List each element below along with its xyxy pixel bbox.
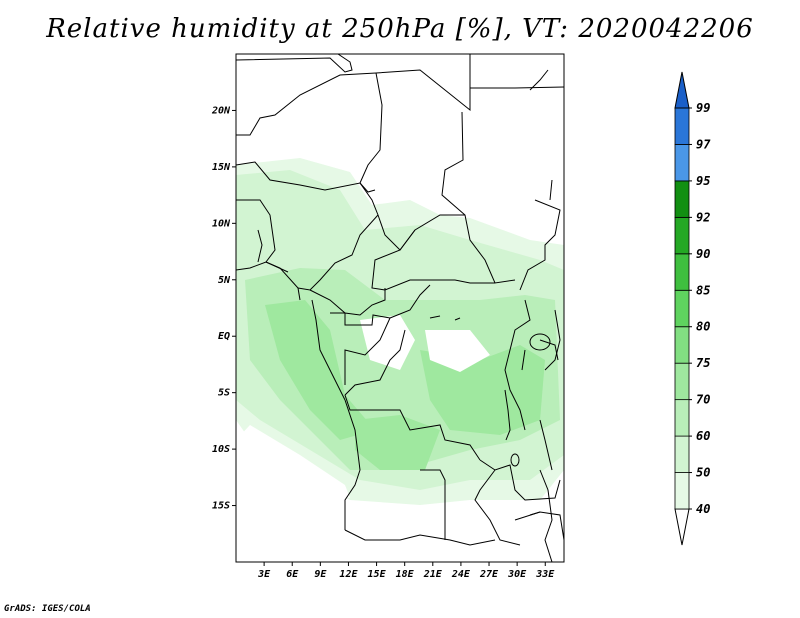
- colorbar-segment: [674, 326, 690, 364]
- latitude-axis: 20N 15N 10N 5N EQ 5S 10S 15S: [211, 105, 236, 512]
- grads-credit: GrADS: IGES/COLA: [4, 604, 91, 614]
- colorbar-label: 90: [696, 247, 710, 261]
- colorbar-segment: [674, 107, 690, 145]
- lat-tick-label: 15S: [212, 501, 230, 512]
- lon-tick-label: 27E: [479, 569, 499, 580]
- plot-title: Relative humidity at 250hPa [%], VT: 202…: [46, 14, 754, 44]
- lon-tick-label: 24E: [451, 569, 471, 580]
- colorbar-bottom-arrow: [674, 508, 690, 546]
- lon-tick-label: 15E: [368, 569, 387, 580]
- lon-tick-label: 3E: [257, 569, 271, 580]
- lon-tick-label: 21E: [423, 569, 443, 580]
- lon-tick-label: 12E: [339, 569, 358, 580]
- lat-tick-label: 5N: [218, 275, 231, 286]
- lat-tick-label: 15N: [212, 162, 231, 173]
- colorbar-label: 95: [696, 174, 710, 188]
- humidity-shading: [236, 158, 564, 505]
- colorbar-label: 40: [696, 502, 710, 516]
- lat-tick-label: 5S: [218, 388, 230, 399]
- colorbar-label: 70: [696, 393, 710, 407]
- colorbar-segment: [674, 216, 690, 255]
- map-frame: [235, 53, 565, 563]
- colorbar-segment: [674, 362, 690, 401]
- colorbar-segment: [674, 399, 690, 437]
- colorbar-top-arrow: [674, 71, 690, 109]
- colorbar-label: 92: [696, 210, 710, 224]
- lat-tick-label: 10N: [212, 218, 231, 229]
- colorbar: 40 50 60 70 75 80 85 90 92 95 97 99: [674, 71, 711, 546]
- map-borders: [236, 54, 564, 562]
- colorbar-label: 97: [696, 137, 711, 151]
- lon-tick-label: 6E: [286, 569, 299, 580]
- colorbar-label: 80: [696, 320, 710, 334]
- lat-tick-label: 10S: [212, 444, 230, 455]
- colorbar-segment: [674, 435, 690, 473]
- colorbar-segment: [674, 472, 690, 510]
- lat-tick-label: 20N: [211, 105, 231, 116]
- lon-tick-label: 18E: [396, 569, 415, 580]
- colorbar-label: 85: [696, 283, 710, 297]
- colorbar-segment: [674, 144, 690, 182]
- colorbar-label: 75: [696, 356, 710, 370]
- longitude-axis: 3E 6E 9E 12E 15E 18E 21E 24E 27E 30E 33E: [257, 562, 555, 580]
- lon-tick-label: 30E: [507, 569, 527, 580]
- colorbar-label: 99: [696, 101, 710, 115]
- colorbar-label: 50: [696, 466, 710, 480]
- colorbar-label: 60: [696, 429, 710, 443]
- colorbar-segment: [674, 253, 690, 291]
- lakes: [429, 315, 551, 516]
- lat-tick-label: EQ: [218, 331, 230, 342]
- colorbar-segment: [674, 180, 690, 218]
- lon-tick-label: 9E: [314, 569, 327, 580]
- lon-tick-label: 33E: [535, 569, 555, 580]
- colorbar-segment: [674, 289, 690, 328]
